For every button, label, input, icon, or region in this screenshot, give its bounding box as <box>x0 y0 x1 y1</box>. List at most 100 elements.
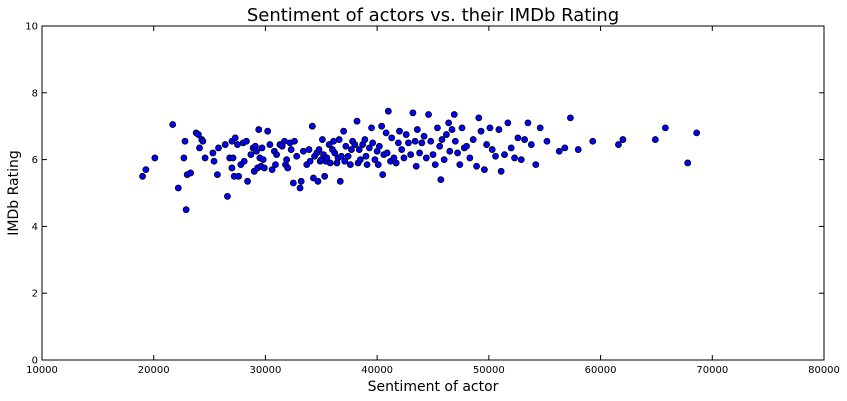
data-point <box>405 139 412 147</box>
data-point <box>234 141 241 148</box>
data-point <box>259 156 267 164</box>
data-point <box>507 144 515 152</box>
data-point <box>194 131 202 138</box>
data-point <box>231 134 239 142</box>
axis-tick-labels: 10000 20000 30000 40000 50000 60000 70000 80000… <box>25 22 840 377</box>
data-point <box>293 152 301 160</box>
data-point <box>375 142 383 150</box>
data-point <box>383 149 391 157</box>
data-point <box>321 172 329 180</box>
data-point <box>353 117 361 125</box>
data-point <box>480 166 488 174</box>
data-point <box>411 137 419 145</box>
data-point <box>356 156 364 164</box>
data-point <box>443 131 450 138</box>
data-point <box>180 154 188 162</box>
data-point <box>384 107 392 115</box>
data-point <box>368 124 375 132</box>
data-point <box>336 177 344 185</box>
data-point <box>488 146 496 153</box>
data-point <box>215 144 222 152</box>
data-point <box>300 147 307 155</box>
plot-area <box>41 25 825 361</box>
data-point <box>427 137 435 145</box>
data-point <box>331 149 339 157</box>
data-point <box>483 141 491 148</box>
data-point <box>463 142 470 150</box>
data-point <box>169 121 177 128</box>
data-point <box>445 119 453 127</box>
data-point <box>495 126 503 133</box>
data-point <box>589 137 597 145</box>
data-point <box>504 119 512 127</box>
data-point <box>412 162 420 170</box>
x-tick-label: 80000 <box>808 365 840 376</box>
data-point <box>371 156 379 164</box>
data-point <box>325 141 333 148</box>
data-point <box>458 124 466 132</box>
data-point <box>228 164 236 172</box>
data-point <box>374 161 382 169</box>
data-point <box>344 152 352 160</box>
data-point <box>521 136 529 143</box>
data-point <box>196 144 203 152</box>
data-point <box>466 154 474 162</box>
data-point <box>651 136 659 143</box>
data-point <box>477 127 485 135</box>
data-point <box>379 171 387 179</box>
data-point <box>400 154 408 162</box>
data-point <box>536 124 544 132</box>
data-point <box>284 164 292 172</box>
data-point <box>268 166 276 174</box>
data-point <box>297 177 305 185</box>
data-point <box>181 137 189 145</box>
data-point <box>240 157 248 165</box>
data-point <box>151 154 159 162</box>
data-point <box>253 147 260 155</box>
data-point <box>567 114 574 122</box>
data-point <box>693 129 701 137</box>
x-tick-label: 40000 <box>361 365 393 376</box>
data-point <box>574 146 582 153</box>
data-point <box>330 137 337 145</box>
data-point <box>355 146 363 153</box>
data-point <box>388 134 396 142</box>
data-point <box>396 127 403 135</box>
data-point <box>283 156 291 164</box>
data-point <box>392 159 400 167</box>
data-point <box>446 147 454 155</box>
data-point <box>210 157 218 165</box>
data-point <box>416 149 423 157</box>
x-tick-label: 30000 <box>250 365 282 376</box>
data-point <box>361 136 369 143</box>
data-point <box>454 149 461 157</box>
axis-ticks <box>41 25 825 361</box>
data-points <box>139 107 701 214</box>
y-tick-label: 4 <box>32 222 38 233</box>
data-point <box>296 184 304 192</box>
x-tick-label: 70000 <box>696 365 728 376</box>
y-tick-label: 8 <box>32 88 38 99</box>
data-point <box>342 142 350 150</box>
data-point <box>561 144 569 152</box>
data-point <box>247 151 255 158</box>
x-axis-label: Sentiment of actor <box>368 379 499 395</box>
data-point <box>209 149 217 157</box>
data-point <box>174 184 182 192</box>
y-tick-label: 6 <box>32 155 38 166</box>
data-point <box>272 161 279 169</box>
data-point <box>451 137 459 145</box>
data-point <box>260 164 268 172</box>
data-point <box>517 156 525 164</box>
data-point <box>369 139 377 147</box>
data-point <box>398 146 406 153</box>
data-point <box>532 161 540 169</box>
data-point <box>305 146 313 153</box>
data-point <box>182 206 190 214</box>
x-tick-label: 10000 <box>26 365 58 376</box>
data-point <box>264 127 272 135</box>
data-point <box>422 154 430 162</box>
data-point <box>139 172 146 180</box>
data-point <box>555 147 563 155</box>
chart-title: Sentiment of actors vs. their IMDb Ratin… <box>247 5 619 26</box>
